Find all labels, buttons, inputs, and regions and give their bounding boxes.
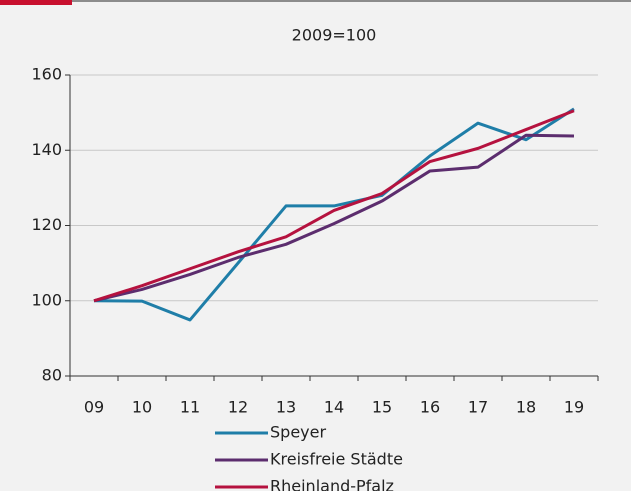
x-tick-label: 12 <box>228 398 248 417</box>
x-tick-label: 15 <box>372 398 392 417</box>
x-tick-label: 16 <box>420 398 440 417</box>
series-line <box>93 133 575 303</box>
x-tick-label: 13 <box>276 398 296 417</box>
x-tick-label: 18 <box>516 398 536 417</box>
y-tick-label: 100 <box>31 290 62 309</box>
legend-label: Rheinland-Pfalz <box>270 477 394 491</box>
top-rule <box>0 0 631 2</box>
x-tick-label: 10 <box>132 398 152 417</box>
y-tick-label: 120 <box>31 215 62 234</box>
series-line <box>93 107 575 322</box>
legend-label: Speyer <box>270 423 326 442</box>
y-tick-label: 140 <box>31 140 62 159</box>
x-tick-label: 09 <box>84 398 104 417</box>
x-tick-label: 14 <box>324 398 344 417</box>
legend-label: Kreisfreie Städte <box>270 450 403 469</box>
x-tick-label: 19 <box>564 398 584 417</box>
x-tick-label: 11 <box>180 398 200 417</box>
chart-title: 2009=100 <box>292 26 377 45</box>
y-tick-label: 160 <box>31 65 62 84</box>
top-accent <box>0 0 72 5</box>
x-tick-label: 17 <box>468 398 488 417</box>
y-tick-label: 80 <box>42 366 62 385</box>
series-line <box>93 109 575 303</box>
